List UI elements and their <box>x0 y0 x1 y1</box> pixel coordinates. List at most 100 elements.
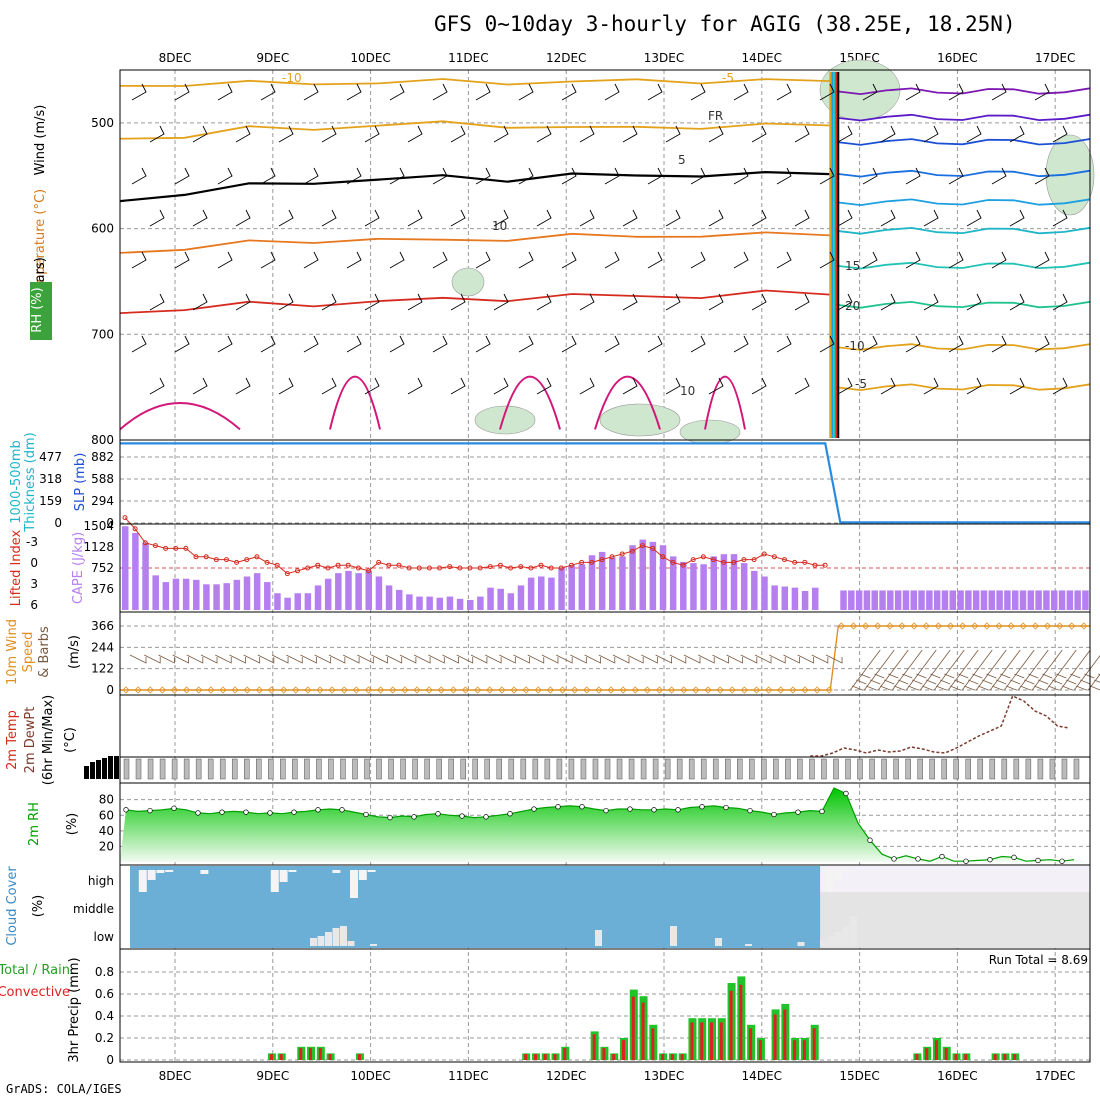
cape-bar <box>426 596 433 610</box>
wind-speed-marker <box>910 622 918 630</box>
li-point <box>264 559 270 565</box>
li-point <box>142 540 148 546</box>
cape-bar <box>1058 590 1066 610</box>
cape-bar <box>436 597 444 610</box>
temp-range-bar <box>749 758 755 780</box>
rh-point <box>867 837 873 843</box>
li-point <box>315 562 321 568</box>
precip-convective-bar <box>524 1054 528 1060</box>
wind-barb <box>622 377 638 395</box>
li-point <box>711 557 717 563</box>
wind-speed-marker <box>461 686 470 694</box>
wind-barb <box>321 209 337 227</box>
wind-barb <box>905 83 921 101</box>
wind-speed-marker <box>255 686 263 694</box>
date-label-bottom: 9DEC <box>256 1069 289 1083</box>
cape-bar <box>243 576 251 610</box>
cloud-low-bar <box>347 941 355 946</box>
wind-barb <box>450 293 466 311</box>
temp-range-bar <box>797 758 803 780</box>
wind-speed-marker <box>534 686 542 694</box>
li-point <box>599 557 605 563</box>
precip-convective-bar <box>700 1022 704 1060</box>
temp-range-bar <box>328 758 334 780</box>
wind-barb <box>192 209 208 227</box>
thickness-tick: 0 <box>54 516 62 530</box>
precip-convective-bar <box>269 1054 273 1060</box>
wind-barb <box>1087 673 1100 691</box>
wind-speed-marker <box>158 686 166 694</box>
wind-barb <box>966 377 982 395</box>
cloud-high-bar <box>332 870 341 873</box>
precip-convective-bar <box>563 1048 567 1060</box>
rh-point <box>699 804 705 810</box>
wind-barb <box>186 654 204 664</box>
wind-barb <box>342 654 360 664</box>
wind-barb <box>149 209 165 227</box>
temp-range-bar <box>135 758 142 780</box>
precip-convective-bar <box>279 1054 283 1060</box>
slp-tick: 294 <box>91 494 114 508</box>
cape-bar <box>840 590 847 610</box>
precip-convective-bar <box>680 1054 684 1060</box>
precip-ylabel: Total / Rain <box>0 963 70 978</box>
wind-barb <box>407 377 423 395</box>
thickness-tick: 318 <box>39 472 62 486</box>
wind-barb <box>129 654 147 664</box>
dewpoint-line <box>810 694 1069 757</box>
temp-range-bar <box>508 758 515 780</box>
rh-tick: 60 <box>99 808 114 822</box>
wind-barb <box>314 654 332 664</box>
wind-barb <box>966 125 982 143</box>
wind-barb <box>641 654 658 664</box>
wind-barb <box>622 209 638 227</box>
precip-convective-bar <box>309 1048 313 1060</box>
wind-barb <box>1034 83 1050 101</box>
wind-barb <box>604 335 620 353</box>
rh-point <box>435 811 441 817</box>
cape-bar <box>957 590 964 610</box>
cape-bar <box>781 586 789 610</box>
wind-speed-marker <box>1007 622 1015 630</box>
isotherm-line <box>119 170 831 203</box>
cape-tick: 1128 <box>83 540 114 554</box>
wind-speed-marker <box>862 622 870 630</box>
thickness-tick: 159 <box>39 494 62 508</box>
precip-convective-bar <box>719 1022 723 1060</box>
li-point <box>132 526 138 532</box>
temp-range-bar <box>977 758 984 780</box>
wind-barb <box>751 377 767 395</box>
wind-barb <box>389 251 405 269</box>
li-point <box>690 557 696 563</box>
wind-speed-marker <box>692 686 700 694</box>
cloud-high-bar <box>288 870 297 872</box>
wind-barb <box>891 649 923 691</box>
cloud-low-bar <box>670 926 677 946</box>
wind-barb <box>819 83 835 101</box>
cloud-ylabel: Cloud Cover <box>5 866 20 946</box>
precip-convective-bar <box>954 1054 958 1060</box>
precip-tick: 0.2 <box>95 1031 114 1045</box>
wind-barb <box>413 654 431 664</box>
cape-bar <box>497 588 504 610</box>
cape-bar <box>949 590 957 610</box>
precip-convective-bar <box>661 1054 665 1060</box>
wind-barb <box>399 654 417 664</box>
rh-point <box>387 814 393 821</box>
wind-speed-marker <box>1031 622 1039 630</box>
temp-range-bar <box>676 758 683 780</box>
temp-range-bar <box>700 758 707 780</box>
cape-bar <box>253 573 261 610</box>
cape-bar <box>335 573 342 610</box>
cloud-low-bar <box>850 916 857 946</box>
wind-barb <box>708 209 724 227</box>
date-label-bottom: 16DEC <box>937 1069 977 1083</box>
wind-barb <box>303 335 319 353</box>
wind-barb <box>837 377 853 395</box>
temp-ylabel: (°C) <box>63 727 78 753</box>
wind-barb <box>536 209 552 227</box>
wind-barb <box>371 654 388 664</box>
temp-range-bar <box>195 758 202 780</box>
temp-range-bar <box>712 758 719 780</box>
temp-range-bar <box>424 758 430 780</box>
